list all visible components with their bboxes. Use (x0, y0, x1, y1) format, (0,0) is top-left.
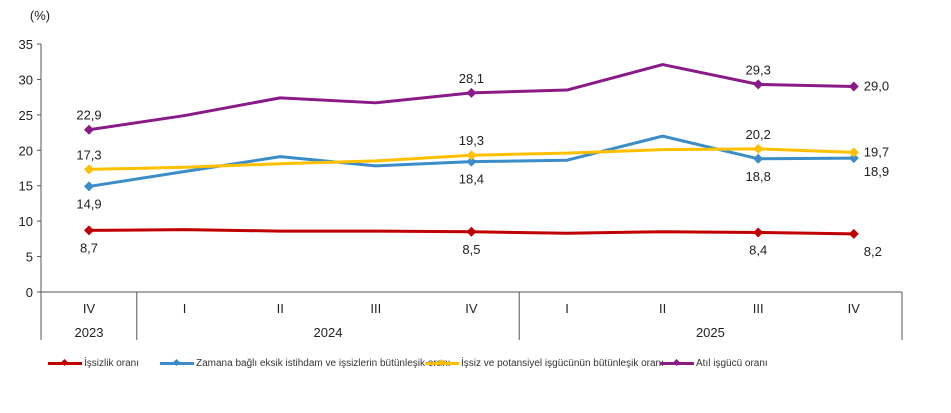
data-marker (466, 156, 477, 167)
data-marker (848, 153, 859, 164)
legend-item: İşsizlik oranı (48, 358, 139, 369)
y-tick-label: 30 (19, 72, 33, 87)
x-category-label: II (659, 301, 666, 316)
x-category-label: III (370, 301, 381, 316)
series-1 (84, 225, 859, 239)
y-tick-label: 25 (19, 108, 33, 123)
data-label: 20,2 (746, 127, 771, 142)
y-tick-label: 15 (19, 179, 33, 194)
data-label: 18,9 (864, 164, 889, 179)
data-marker (84, 124, 94, 135)
data-marker (753, 79, 764, 90)
data-label: 29,0 (864, 79, 889, 94)
data-label: 8,7 (80, 240, 98, 255)
data-label: 8,4 (749, 242, 767, 257)
x-category-label: IV (465, 301, 478, 316)
x-year-label: 2024 (314, 325, 343, 340)
data-marker (848, 81, 859, 92)
x-year-label: 2023 (75, 325, 104, 340)
data-label: 14,9 (76, 196, 101, 211)
y-tick-label: 0 (26, 285, 33, 300)
series-3 (84, 143, 859, 175)
data-marker (466, 150, 477, 161)
data-marker (753, 227, 764, 238)
y-axis-unit-label: (%) (30, 8, 50, 23)
data-marker (84, 181, 94, 192)
y-tick-label: 10 (19, 214, 33, 229)
x-category-label: IV (848, 301, 861, 316)
x-year-label: 2025 (696, 325, 725, 340)
data-label: 19,3 (459, 133, 484, 148)
data-marker (466, 226, 477, 237)
data-marker (753, 143, 764, 154)
legend: İşsizlik oranı Zamana bağlı eksik istihda… (0, 358, 951, 376)
legend-item: Zamana bağlı eksik istihdam ve işsizleri… (160, 358, 451, 369)
data-marker (753, 153, 764, 164)
data-label: 29,3 (746, 62, 771, 77)
data-label: 22,9 (76, 108, 101, 123)
data-labels: 8,7 8,5 8,4 8,2 14,9 18,4 18,8 18,9 17,3 19,3 20,2… (76, 62, 889, 259)
legend-label: Zamana bağlı eksik istihdam ve işsizleri… (196, 358, 451, 369)
data-label: 19,7 (864, 144, 889, 159)
data-label: 18,8 (746, 169, 771, 184)
legend-label: İşsiz ve potansiyel işgücünün bütünleşik… (461, 358, 664, 369)
series-4 (84, 63, 859, 135)
legend-item: İşsiz ve potansiyel işgücünün bütünleşik… (425, 358, 664, 369)
y-tick-label: 35 (19, 37, 33, 52)
x-category-label: IV (83, 301, 96, 316)
series-group (84, 63, 859, 239)
data-label: 17,3 (76, 147, 101, 162)
x-category-label: I (565, 301, 569, 316)
x-category-label: I (183, 301, 187, 316)
y-tick-label: 5 (26, 250, 33, 265)
legend-label: Atıl işgücü oranı (696, 358, 768, 369)
data-label: 18,4 (459, 172, 484, 187)
data-marker (848, 147, 859, 158)
data-marker (848, 228, 859, 239)
x-category-label: III (753, 301, 764, 316)
legend-swatch-icon (48, 362, 82, 365)
x-category-label: II (277, 301, 284, 316)
legend-swatch-icon (160, 362, 194, 365)
data-label: 8,2 (864, 244, 882, 259)
data-marker (84, 225, 94, 236)
legend-swatch-icon (660, 362, 694, 365)
data-label: 8,5 (462, 242, 480, 257)
legend-item: Atıl işgücü oranı (660, 358, 768, 369)
legend-swatch-icon (425, 362, 459, 365)
y-tick-label: 20 (19, 143, 33, 158)
data-marker (84, 164, 94, 175)
legend-label: İşsizlik oranı (84, 358, 140, 369)
data-label: 28,1 (459, 71, 484, 86)
data-marker (466, 87, 477, 98)
